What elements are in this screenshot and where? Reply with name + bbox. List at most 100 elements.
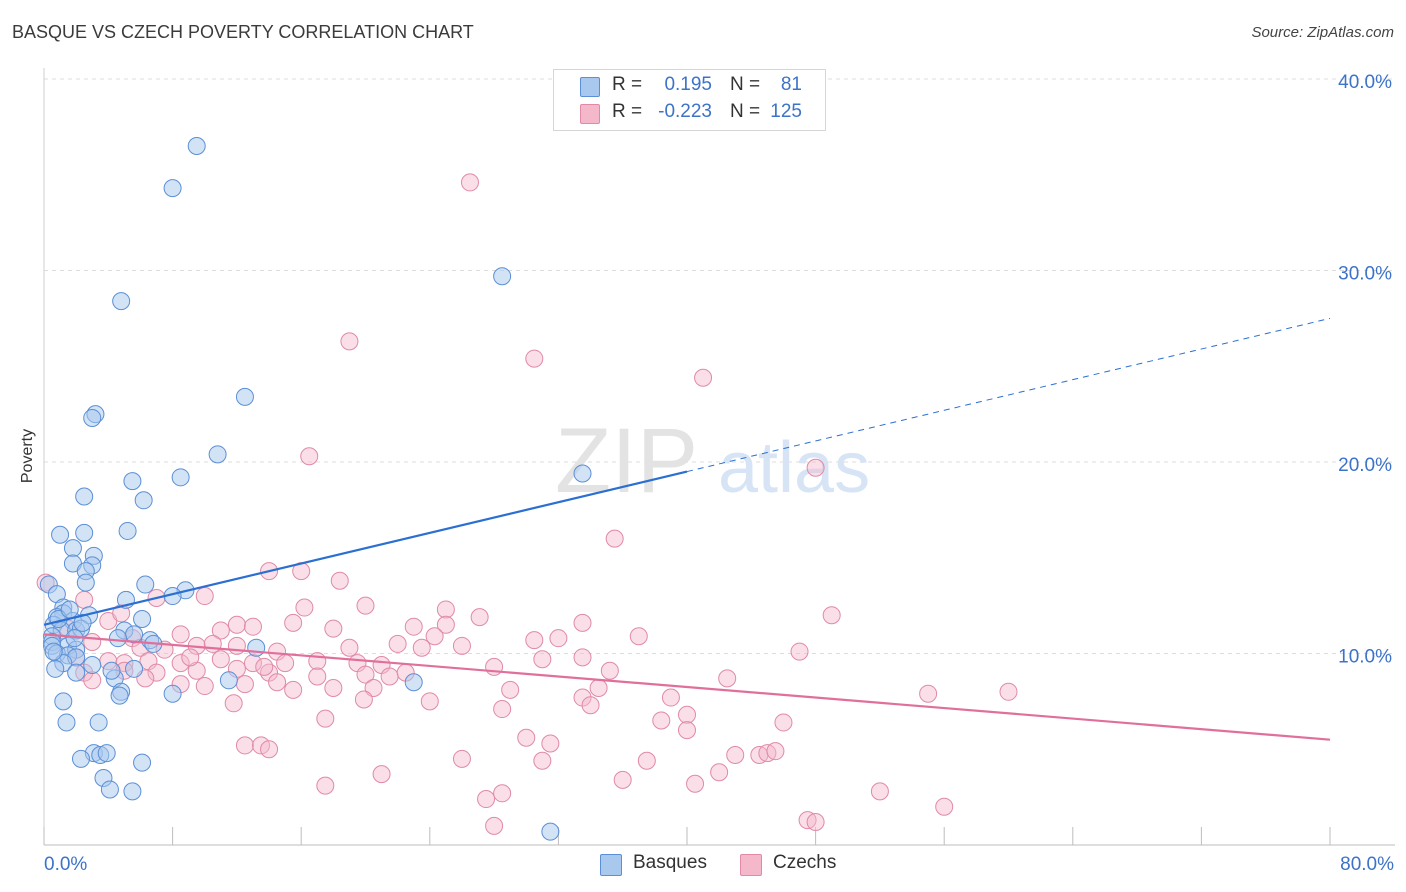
basque-point bbox=[541, 822, 560, 841]
czech-point bbox=[195, 677, 214, 696]
czech-point bbox=[710, 763, 729, 782]
czech-point bbox=[485, 816, 504, 835]
czech-point bbox=[255, 657, 274, 676]
basque-point bbox=[57, 713, 76, 732]
czech-point bbox=[268, 673, 287, 692]
r-label: R = bbox=[612, 74, 643, 95]
basque-point bbox=[75, 487, 94, 506]
czech-point bbox=[678, 705, 696, 724]
czech-point bbox=[525, 349, 544, 368]
czech-point bbox=[330, 571, 349, 590]
czech-point bbox=[83, 671, 102, 690]
trend-lines bbox=[43, 317, 1331, 741]
czech-point bbox=[533, 751, 552, 770]
czech-point bbox=[493, 700, 512, 719]
czech-point bbox=[790, 642, 809, 661]
czech-point bbox=[354, 690, 373, 709]
czech-point bbox=[227, 615, 246, 634]
czech-point bbox=[388, 634, 407, 653]
czech-point bbox=[661, 688, 680, 707]
basques-legend-label: Basques bbox=[633, 852, 707, 873]
czech-point bbox=[686, 774, 705, 793]
y-tick-label: 30.0% bbox=[1338, 264, 1392, 285]
czech-point bbox=[822, 606, 841, 625]
basque-point bbox=[208, 445, 227, 464]
basques-trend-line bbox=[43, 470, 688, 626]
czech-point bbox=[276, 654, 295, 673]
basque-point bbox=[44, 642, 63, 661]
czech-point bbox=[806, 813, 825, 832]
basque-point bbox=[100, 780, 119, 799]
watermark-atlas: atlas bbox=[718, 428, 870, 508]
czech-point bbox=[404, 617, 423, 636]
basque-point bbox=[51, 525, 70, 544]
basque-point bbox=[493, 267, 512, 286]
czech-point bbox=[284, 680, 303, 699]
basque-point bbox=[89, 713, 108, 732]
czech-point bbox=[470, 608, 489, 627]
y-tick-label: 20.0% bbox=[1338, 455, 1392, 476]
czech-point bbox=[493, 784, 512, 803]
tick-labels: 10.0% 20.0% 30.0% 40.0% 0.0% 80.0% bbox=[44, 72, 1394, 875]
czech-point bbox=[227, 636, 246, 655]
basque-point bbox=[46, 659, 65, 678]
czech-point bbox=[533, 650, 552, 669]
czech-point bbox=[517, 728, 536, 747]
basques-series bbox=[39, 137, 592, 841]
czech-point bbox=[316, 709, 335, 728]
czechs-legend-label: Czechs bbox=[773, 852, 837, 873]
czechs-swatch bbox=[580, 104, 600, 124]
basque-point bbox=[71, 749, 90, 768]
czech-point bbox=[356, 596, 375, 615]
chart-title: BASQUE VS CZECH POVERTY CORRELATION CHAR… bbox=[12, 22, 474, 42]
czech-point bbox=[243, 617, 262, 636]
czech-point bbox=[340, 638, 359, 657]
basque-point bbox=[219, 671, 238, 690]
czech-point bbox=[147, 663, 166, 682]
czech-point bbox=[870, 782, 889, 801]
czech-point bbox=[260, 740, 279, 759]
czech-point bbox=[308, 667, 327, 686]
x-tick-label: 0.0% bbox=[44, 854, 87, 875]
czech-point bbox=[573, 648, 592, 667]
basque-point bbox=[108, 629, 127, 648]
basque-point bbox=[404, 673, 423, 692]
czech-point bbox=[525, 631, 544, 650]
czech-point bbox=[589, 678, 608, 697]
grid-layer bbox=[44, 78, 1395, 654]
r-value: 0.195 bbox=[664, 74, 712, 95]
basque-point bbox=[83, 408, 102, 427]
czech-point bbox=[203, 634, 222, 653]
czech-point bbox=[340, 332, 359, 351]
czech-point bbox=[211, 621, 230, 640]
czech-point bbox=[284, 613, 303, 632]
y-tick-label: 10.0% bbox=[1338, 647, 1392, 668]
basques-trend-extension bbox=[686, 317, 1331, 473]
czech-point bbox=[600, 661, 619, 680]
basque-point bbox=[83, 655, 102, 674]
basque-point bbox=[171, 468, 190, 487]
czech-point bbox=[235, 736, 254, 755]
czechs-legend-swatch bbox=[740, 854, 762, 876]
axis-layer bbox=[43, 68, 1395, 846]
czech-point bbox=[372, 765, 391, 784]
czech-point bbox=[380, 667, 399, 686]
basque-point bbox=[163, 179, 182, 198]
basque-point bbox=[134, 491, 153, 510]
czechs-trend-line bbox=[43, 633, 1331, 741]
basque-point bbox=[75, 523, 94, 542]
basque-point bbox=[123, 782, 142, 801]
r-value: -0.223 bbox=[658, 101, 712, 122]
czech-point bbox=[694, 368, 713, 387]
source-label: Source: ZipAtlas.com bbox=[1251, 24, 1394, 41]
czech-point bbox=[766, 742, 785, 761]
czech-point bbox=[83, 633, 102, 652]
n-label: N = bbox=[730, 101, 761, 122]
stats-legend: R = 0.195 N = 81 R = -0.223 N = 125 bbox=[553, 69, 826, 131]
legend-row-czechs: R = -0.223 N = 125 bbox=[554, 101, 825, 127]
basque-point bbox=[163, 684, 182, 703]
czech-point bbox=[195, 587, 214, 606]
basque-point bbox=[187, 137, 206, 156]
czech-point bbox=[637, 751, 656, 770]
y-tick-label: 40.0% bbox=[1338, 72, 1392, 93]
